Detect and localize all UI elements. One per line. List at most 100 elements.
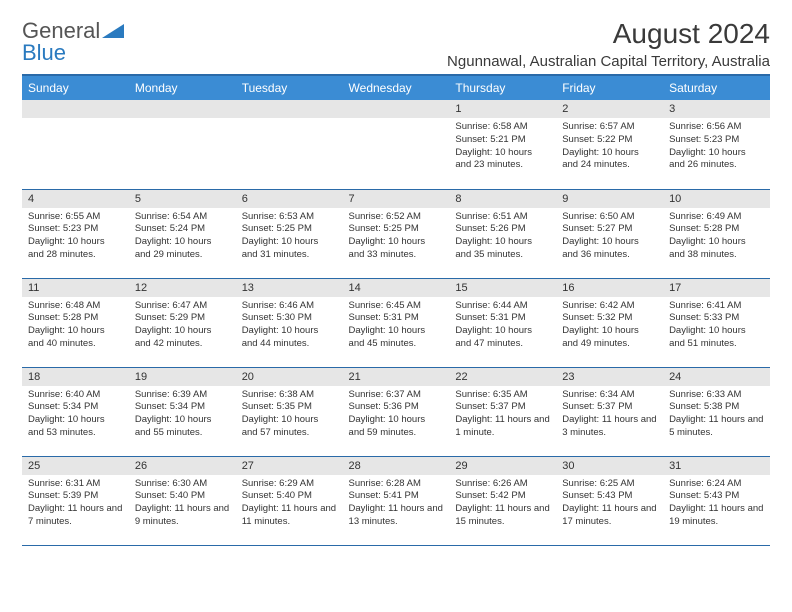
day-number: 24 <box>663 368 770 386</box>
calendar-day-cell: 4Sunrise: 6:55 AMSunset: 5:23 PMDaylight… <box>22 189 129 278</box>
day-info: Sunrise: 6:56 AMSunset: 5:23 PMDaylight:… <box>663 118 770 176</box>
calendar-day-cell: 11Sunrise: 6:48 AMSunset: 5:28 PMDayligh… <box>22 278 129 367</box>
calendar-day-cell: 22Sunrise: 6:35 AMSunset: 5:37 PMDayligh… <box>449 367 556 456</box>
day-info: Sunrise: 6:51 AMSunset: 5:26 PMDaylight:… <box>449 208 556 266</box>
day-number: 3 <box>663 100 770 118</box>
day-info: Sunrise: 6:37 AMSunset: 5:36 PMDaylight:… <box>343 386 450 444</box>
day-number: 14 <box>343 279 450 297</box>
calendar-day-cell: 2Sunrise: 6:57 AMSunset: 5:22 PMDaylight… <box>556 100 663 189</box>
day-info: Sunrise: 6:26 AMSunset: 5:42 PMDaylight:… <box>449 475 556 533</box>
calendar-day-cell: 6Sunrise: 6:53 AMSunset: 5:25 PMDaylight… <box>236 189 343 278</box>
calendar-day-cell: 28Sunrise: 6:28 AMSunset: 5:41 PMDayligh… <box>343 456 450 545</box>
day-number: 26 <box>129 457 236 475</box>
day-info: Sunrise: 6:46 AMSunset: 5:30 PMDaylight:… <box>236 297 343 355</box>
calendar-day-cell: 23Sunrise: 6:34 AMSunset: 5:37 PMDayligh… <box>556 367 663 456</box>
weekday-header: Saturday <box>663 76 770 101</box>
day-number: 28 <box>343 457 450 475</box>
day-info: Sunrise: 6:49 AMSunset: 5:28 PMDaylight:… <box>663 208 770 266</box>
day-number: 5 <box>129 190 236 208</box>
calendar-day-cell: 30Sunrise: 6:25 AMSunset: 5:43 PMDayligh… <box>556 456 663 545</box>
day-number: 9 <box>556 190 663 208</box>
day-info: Sunrise: 6:41 AMSunset: 5:33 PMDaylight:… <box>663 297 770 355</box>
calendar-day-cell: 26Sunrise: 6:30 AMSunset: 5:40 PMDayligh… <box>129 456 236 545</box>
logo-triangle-icon <box>102 24 124 38</box>
day-number-empty <box>22 100 129 118</box>
calendar-day-cell: 3Sunrise: 6:56 AMSunset: 5:23 PMDaylight… <box>663 100 770 189</box>
day-info: Sunrise: 6:31 AMSunset: 5:39 PMDaylight:… <box>22 475 129 533</box>
day-info: Sunrise: 6:55 AMSunset: 5:23 PMDaylight:… <box>22 208 129 266</box>
day-number-empty <box>343 100 450 118</box>
weekday-header: Sunday <box>22 76 129 101</box>
calendar-day-cell <box>22 100 129 189</box>
day-info: Sunrise: 6:25 AMSunset: 5:43 PMDaylight:… <box>556 475 663 533</box>
day-info: Sunrise: 6:52 AMSunset: 5:25 PMDaylight:… <box>343 208 450 266</box>
day-number: 4 <box>22 190 129 208</box>
day-info: Sunrise: 6:47 AMSunset: 5:29 PMDaylight:… <box>129 297 236 355</box>
calendar-day-cell: 20Sunrise: 6:38 AMSunset: 5:35 PMDayligh… <box>236 367 343 456</box>
calendar-day-cell <box>129 100 236 189</box>
calendar-week-row: 18Sunrise: 6:40 AMSunset: 5:34 PMDayligh… <box>22 367 770 456</box>
calendar-day-cell <box>236 100 343 189</box>
day-number: 18 <box>22 368 129 386</box>
calendar-body: 1Sunrise: 6:58 AMSunset: 5:21 PMDaylight… <box>22 100 770 545</box>
day-number: 16 <box>556 279 663 297</box>
calendar-day-cell: 9Sunrise: 6:50 AMSunset: 5:27 PMDaylight… <box>556 189 663 278</box>
calendar-day-cell: 10Sunrise: 6:49 AMSunset: 5:28 PMDayligh… <box>663 189 770 278</box>
calendar-week-row: 11Sunrise: 6:48 AMSunset: 5:28 PMDayligh… <box>22 278 770 367</box>
day-number: 7 <box>343 190 450 208</box>
weekday-header: Tuesday <box>236 76 343 101</box>
day-info: Sunrise: 6:58 AMSunset: 5:21 PMDaylight:… <box>449 118 556 176</box>
day-info: Sunrise: 6:24 AMSunset: 5:43 PMDaylight:… <box>663 475 770 533</box>
calendar-day-cell: 1Sunrise: 6:58 AMSunset: 5:21 PMDaylight… <box>449 100 556 189</box>
calendar-day-cell: 29Sunrise: 6:26 AMSunset: 5:42 PMDayligh… <box>449 456 556 545</box>
calendar-day-cell <box>343 100 450 189</box>
day-info: Sunrise: 6:50 AMSunset: 5:27 PMDaylight:… <box>556 208 663 266</box>
weekday-header: Monday <box>129 76 236 101</box>
calendar-week-row: 25Sunrise: 6:31 AMSunset: 5:39 PMDayligh… <box>22 456 770 545</box>
day-info: Sunrise: 6:54 AMSunset: 5:24 PMDaylight:… <box>129 208 236 266</box>
calendar-day-cell: 16Sunrise: 6:42 AMSunset: 5:32 PMDayligh… <box>556 278 663 367</box>
day-info: Sunrise: 6:45 AMSunset: 5:31 PMDaylight:… <box>343 297 450 355</box>
day-info: Sunrise: 6:57 AMSunset: 5:22 PMDaylight:… <box>556 118 663 176</box>
calendar-day-cell: 18Sunrise: 6:40 AMSunset: 5:34 PMDayligh… <box>22 367 129 456</box>
calendar-day-cell: 14Sunrise: 6:45 AMSunset: 5:31 PMDayligh… <box>343 278 450 367</box>
day-number: 30 <box>556 457 663 475</box>
weekday-header: Wednesday <box>343 76 450 101</box>
day-number: 25 <box>22 457 129 475</box>
day-number: 20 <box>236 368 343 386</box>
weekday-header-row: SundayMondayTuesdayWednesdayThursdayFrid… <box>22 76 770 101</box>
day-info: Sunrise: 6:42 AMSunset: 5:32 PMDaylight:… <box>556 297 663 355</box>
calendar-day-cell: 21Sunrise: 6:37 AMSunset: 5:36 PMDayligh… <box>343 367 450 456</box>
day-number-empty <box>129 100 236 118</box>
day-number: 23 <box>556 368 663 386</box>
day-info: Sunrise: 6:33 AMSunset: 5:38 PMDaylight:… <box>663 386 770 444</box>
day-number: 17 <box>663 279 770 297</box>
day-number: 1 <box>449 100 556 118</box>
calendar-day-cell: 24Sunrise: 6:33 AMSunset: 5:38 PMDayligh… <box>663 367 770 456</box>
day-number: 6 <box>236 190 343 208</box>
calendar-day-cell: 15Sunrise: 6:44 AMSunset: 5:31 PMDayligh… <box>449 278 556 367</box>
day-number: 10 <box>663 190 770 208</box>
day-info: Sunrise: 6:38 AMSunset: 5:35 PMDaylight:… <box>236 386 343 444</box>
day-info: Sunrise: 6:48 AMSunset: 5:28 PMDaylight:… <box>22 297 129 355</box>
calendar-table: SundayMondayTuesdayWednesdayThursdayFrid… <box>22 75 770 546</box>
day-info: Sunrise: 6:28 AMSunset: 5:41 PMDaylight:… <box>343 475 450 533</box>
day-number: 29 <box>449 457 556 475</box>
day-number: 2 <box>556 100 663 118</box>
day-number: 31 <box>663 457 770 475</box>
day-info: Sunrise: 6:30 AMSunset: 5:40 PMDaylight:… <box>129 475 236 533</box>
day-number-empty <box>236 100 343 118</box>
calendar-day-cell: 17Sunrise: 6:41 AMSunset: 5:33 PMDayligh… <box>663 278 770 367</box>
day-info: Sunrise: 6:39 AMSunset: 5:34 PMDaylight:… <box>129 386 236 444</box>
day-info: Sunrise: 6:35 AMSunset: 5:37 PMDaylight:… <box>449 386 556 444</box>
calendar-day-cell: 13Sunrise: 6:46 AMSunset: 5:30 PMDayligh… <box>236 278 343 367</box>
day-number: 13 <box>236 279 343 297</box>
day-number: 27 <box>236 457 343 475</box>
day-info: Sunrise: 6:29 AMSunset: 5:40 PMDaylight:… <box>236 475 343 533</box>
calendar-day-cell: 31Sunrise: 6:24 AMSunset: 5:43 PMDayligh… <box>663 456 770 545</box>
calendar-day-cell: 25Sunrise: 6:31 AMSunset: 5:39 PMDayligh… <box>22 456 129 545</box>
calendar-day-cell: 7Sunrise: 6:52 AMSunset: 5:25 PMDaylight… <box>343 189 450 278</box>
day-number: 22 <box>449 368 556 386</box>
calendar-week-row: 4Sunrise: 6:55 AMSunset: 5:23 PMDaylight… <box>22 189 770 278</box>
logo-text-blue: Blue <box>22 40 770 66</box>
